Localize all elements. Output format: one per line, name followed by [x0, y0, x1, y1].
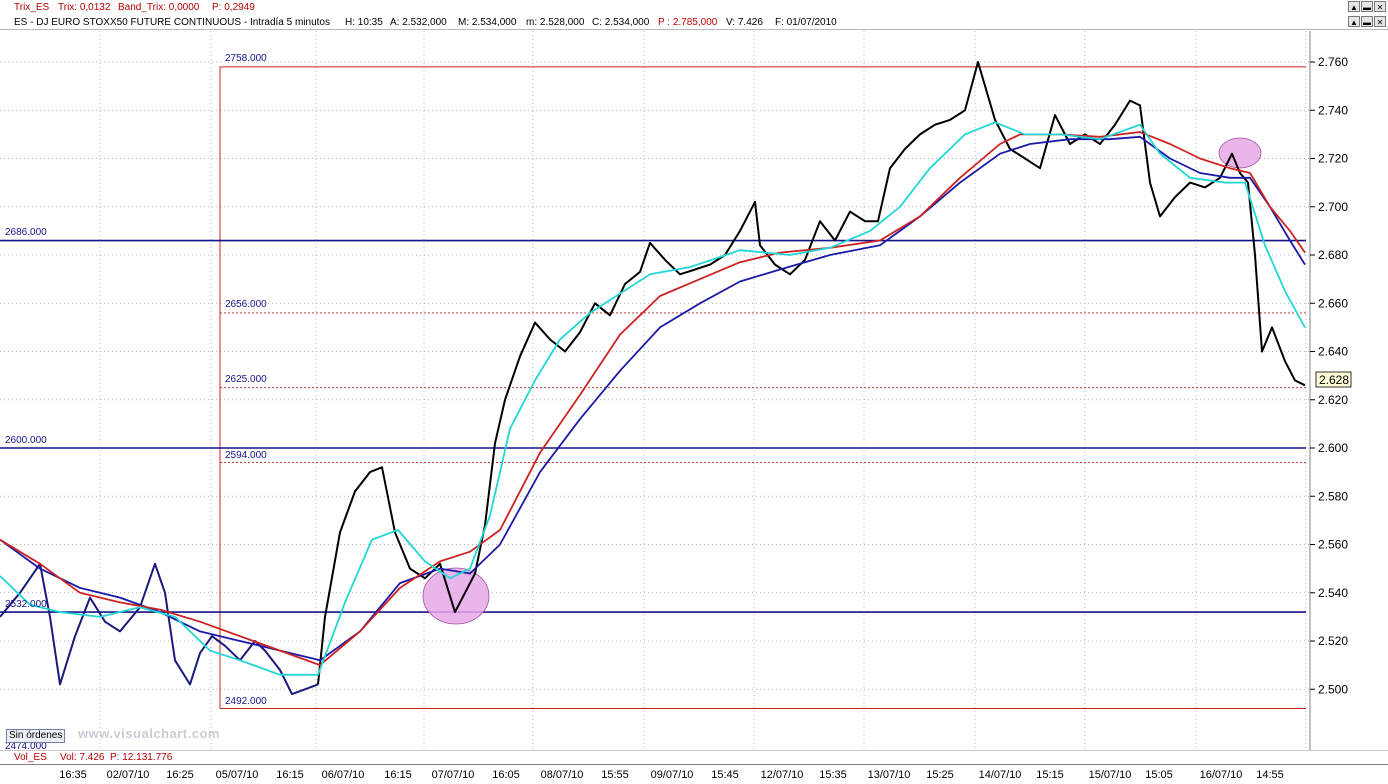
x-tick-label: 09/07/10	[650, 769, 694, 781]
info-window-controls: ▲ ▬ ✕	[1348, 16, 1386, 27]
y-tick-label: 2.580	[1318, 489, 1348, 503]
y-tick-label: 2.520	[1318, 634, 1348, 648]
y-axis-ticks: 2.760 2.740 2.720 2.700 2.680 2.660 2.640 2.620…	[1310, 55, 1348, 696]
band-trix-value: Band_Trix: 0,0000	[118, 2, 200, 13]
info-f: F: 01/07/2010	[775, 17, 837, 28]
moving-average-cyan	[0, 121, 1306, 676]
y-tick-label: 2.560	[1318, 538, 1348, 552]
highlight-ellipse	[422, 567, 490, 625]
x-tick-label: 08/07/10	[540, 769, 584, 781]
x-tick-label: 15:25	[926, 769, 954, 781]
volume-name: Vol_ES	[14, 752, 47, 763]
info-m: M: 2.534,000	[458, 17, 517, 28]
level-2758: 2758.000	[225, 53, 267, 64]
highlights	[422, 137, 1262, 625]
minimize-icon[interactable]: ▬	[1361, 1, 1373, 12]
x-tick-label: 02/07/10	[106, 769, 150, 781]
x-tick-label: 16:05	[492, 769, 520, 781]
y-tick-label: 2.640	[1318, 345, 1348, 359]
x-tick-label: 16:15	[384, 769, 412, 781]
symbol-title: ES - DJ EURO STOXX50 FUTURE CONTINUOUS -…	[14, 17, 330, 28]
x-tick-label: 15/07/10	[1088, 769, 1132, 781]
y-tick-label: 2.720	[1318, 152, 1348, 166]
y-tick-label: 2.700	[1318, 200, 1348, 214]
y-tick-label: 2.680	[1318, 248, 1348, 262]
info-v: V: 7.426	[726, 17, 763, 28]
last-price-marker: 2.628	[1315, 371, 1352, 388]
volume-value: Vol: 7.426	[60, 752, 105, 763]
y-tick-label: 2.660	[1318, 296, 1348, 310]
price-chart[interactable]: 2.760 2.740 2.720 2.700 2.680 2.660 2.640 2.620…	[0, 31, 1388, 750]
annotations	[0, 66, 1306, 710]
price-series	[317, 61, 1306, 685]
volume-bar: Vol_ES Vol: 7.426 P: 12.131.776	[0, 750, 1388, 765]
level-2686: 2686.000	[5, 227, 47, 238]
x-tick-label: 05/07/10	[215, 769, 259, 781]
y-tick-label: 2.760	[1318, 55, 1348, 69]
x-tick-label: 15:45	[711, 769, 739, 781]
last-price-box	[1315, 371, 1352, 388]
price-info-bar: ES - DJ EURO STOXX50 FUTURE CONTINUOUS -…	[0, 15, 1388, 30]
x-tick-label: 06/07/10	[321, 769, 365, 781]
moving-average-red	[0, 131, 1306, 666]
volume-p-value: P: 12.131.776	[110, 752, 173, 763]
last-price-value: 2.628	[1319, 373, 1349, 387]
info-min: m: 2.528,000	[526, 17, 585, 28]
level-2474: 2474.000	[5, 741, 47, 752]
x-tick-label: 15:35	[819, 769, 847, 781]
x-tick-label: 16:35	[59, 769, 87, 781]
x-tick-label: 14:55	[1256, 769, 1284, 781]
window-controls: ▲ ▬ ✕	[1348, 1, 1386, 12]
info-c: C: 2.534,000	[592, 17, 650, 28]
moving-average-blue	[0, 135, 1306, 662]
level-2625: 2625.000	[225, 374, 267, 385]
close-icon[interactable]: ✕	[1374, 1, 1386, 12]
trix-value: Trix: 0,0132	[58, 2, 111, 13]
price-series-early	[0, 562, 319, 696]
x-axis: 16:35 02/07/10 16:25 05/07/10 16:15 06/07/10 1…	[0, 764, 1388, 784]
x-tick-label: 16:15	[276, 769, 304, 781]
orders-button[interactable]: Sin órdenes	[6, 729, 66, 743]
level-2532: 2532.000	[5, 599, 47, 610]
y-tick-label: 2.740	[1318, 103, 1348, 117]
x-tick-label: 07/07/10	[431, 769, 475, 781]
level-2656: 2656.000	[225, 299, 267, 310]
x-tick-label: 15:05	[1145, 769, 1173, 781]
collapse-icon[interactable]: ▲	[1348, 16, 1360, 27]
indicator-name: Trix_ES	[14, 2, 50, 13]
x-tick-label: 15:55	[601, 769, 629, 781]
x-tick-label: 12/07/10	[760, 769, 804, 781]
info-a: A: 2.532,000	[390, 17, 447, 28]
restore-icon[interactable]: ▬	[1361, 16, 1373, 27]
y-axis-panel	[1310, 31, 1388, 750]
info-h: H: 10:35	[345, 17, 383, 28]
y-tick-label: 2.600	[1318, 441, 1348, 455]
info-p: P : 2.785,000	[658, 17, 718, 28]
indicator-p-value: P: 0,2949	[212, 2, 255, 13]
y-tick-label: 2.540	[1318, 586, 1348, 600]
indicator-header: Trix_ES Trix: 0,0132 Band_Trix: 0,0000 P…	[0, 0, 1388, 15]
level-2600: 2600.000	[5, 435, 47, 446]
level-2594: 2594.000	[225, 450, 267, 461]
x-tick-label: 14/07/10	[978, 769, 1022, 781]
close-panel-icon[interactable]: ✕	[1374, 16, 1386, 27]
scroll-up-icon[interactable]: ▲	[1348, 1, 1360, 12]
y-tick-label: 2.500	[1318, 682, 1348, 696]
x-tick-label: 13/07/10	[867, 769, 911, 781]
watermark: www.visualchart.com	[78, 726, 220, 741]
x-tick-label: 16/07/10	[1199, 769, 1243, 781]
x-tick-label: 15:15	[1036, 769, 1064, 781]
y-tick-label: 2.620	[1318, 393, 1348, 407]
level-2492: 2492.000	[225, 696, 267, 707]
series-lines	[0, 61, 1306, 696]
x-tick-label: 16:25	[166, 769, 194, 781]
highlight-ellipse	[1218, 137, 1262, 169]
